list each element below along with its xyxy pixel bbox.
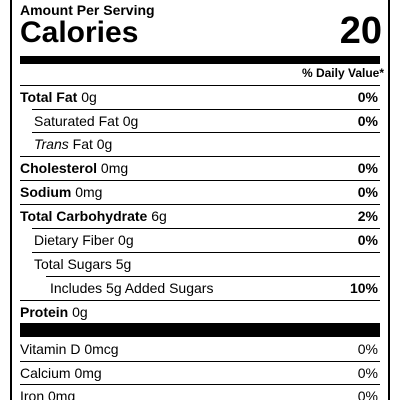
nutrient-name: Cholesterol [20, 160, 98, 176]
calories-label: Calories [20, 16, 139, 49]
vitamin-amount: 0mcg [84, 341, 119, 357]
nutrient-row: Protein 0g [20, 300, 380, 324]
nutrient-row: Trans Fat 0g [32, 132, 380, 156]
nutrient-amount: 0g [96, 136, 113, 152]
nutrient-name: Dietary Fiber [34, 232, 115, 248]
nutrient-row: Dietary Fiber 0g 0% [32, 228, 380, 252]
daily-value: 0% [357, 160, 378, 176]
vitamin-amount: 0mg [48, 388, 76, 400]
nutrient-row: Total Fat 0g 0% [20, 85, 380, 109]
nutrient-name-italic: Trans [34, 136, 69, 152]
nutrient-name: Includes 5g Added Sugars [50, 280, 214, 296]
nutrient-name: Total Sugars [34, 256, 112, 272]
daily-value: 0% [357, 113, 378, 129]
nutrient-amount: 0g [81, 89, 97, 105]
nutrient-amount: 0mg [100, 160, 129, 176]
nutrient-amount: 0g [72, 304, 88, 320]
vitamin-row: Calcium 0mg 0% [20, 361, 380, 385]
thick-rule [20, 56, 380, 64]
calories-value: 20 [339, 10, 382, 52]
daily-value: 10% [349, 280, 378, 296]
nutrient-name: Total Carbohydrate [20, 208, 148, 224]
nutrient-amount: 5g [115, 256, 132, 272]
daily-value-heading: % Daily Value* [301, 66, 384, 80]
daily-value: 2% [357, 208, 378, 224]
thick-rule [20, 323, 380, 337]
nutrient-amount: 0g [118, 232, 134, 248]
daily-value: 0% [357, 89, 378, 105]
vitamin-name: Vitamin D [20, 341, 81, 357]
nutrient-row: Sodium 0mg 0% [20, 180, 380, 204]
nutrient-amount: 0g [122, 113, 139, 129]
vitamin-amount: 0mg [74, 365, 102, 381]
nutrient-amount: 0mg [75, 184, 103, 200]
nutrient-name: Saturated Fat [34, 113, 119, 129]
nutrient-row: Includes 5g Added Sugars 10% [46, 276, 380, 300]
daily-value: 0% [357, 365, 378, 381]
vitamin-name: Calcium [20, 365, 71, 381]
nutrient-row: Saturated Fat 0g 0% [32, 109, 380, 133]
nutrient-name: Total Fat [20, 89, 78, 105]
daily-value: 0% [357, 341, 378, 357]
nutrient-name: Fat [72, 136, 93, 152]
nutrient-amount: 6g [151, 208, 167, 224]
vitamin-row: Iron 0mg 0% [20, 384, 380, 400]
daily-value: 0% [357, 184, 378, 200]
daily-value: 0% [357, 388, 378, 400]
daily-value: 0% [357, 232, 378, 248]
amount-per-serving: Amount Per Serving [20, 2, 155, 18]
nutrition-label: Amount Per Serving Calories 20 % Daily V… [10, 0, 390, 400]
nutrient-row: Total Carbohydrate 6g 2% [20, 204, 380, 228]
nutrient-name: Sodium [20, 184, 72, 200]
nutrient-row: Total Sugars 5g [32, 252, 380, 276]
vitamin-name: Iron [20, 388, 45, 400]
vitamin-row: Vitamin D 0mcg 0% [20, 338, 380, 361]
nutrient-name: Protein [20, 304, 69, 320]
nutrient-row: Cholesterol 0mg 0% [20, 156, 380, 180]
